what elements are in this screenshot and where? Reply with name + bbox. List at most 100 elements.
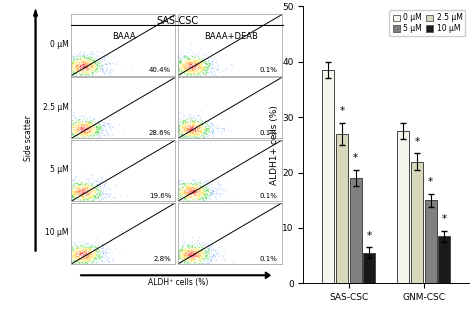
Point	[177, 57, 185, 62]
Point	[97, 185, 104, 190]
Point	[79, 187, 87, 192]
Point	[85, 255, 92, 260]
Point	[95, 254, 103, 259]
Point	[178, 68, 185, 73]
Point	[202, 131, 210, 136]
Point	[191, 186, 199, 192]
Point	[95, 130, 102, 135]
Point	[73, 130, 81, 136]
Point	[181, 132, 188, 137]
Point	[100, 251, 107, 256]
Point	[83, 62, 91, 67]
Point	[187, 194, 194, 199]
Point	[79, 183, 87, 188]
Point	[91, 185, 98, 191]
Point	[182, 128, 189, 133]
Point	[176, 65, 183, 71]
Point	[179, 188, 187, 193]
Point	[78, 196, 86, 201]
Point	[104, 132, 111, 137]
Point	[89, 71, 96, 76]
Point	[78, 251, 85, 257]
Point	[186, 60, 194, 65]
Point	[93, 182, 101, 187]
Point	[201, 188, 209, 193]
Point	[177, 255, 185, 260]
Point	[95, 247, 102, 252]
Point	[204, 243, 211, 249]
Point	[102, 173, 110, 178]
Point	[191, 133, 198, 138]
Point	[188, 51, 196, 56]
Point	[97, 125, 104, 130]
Point	[87, 251, 94, 256]
Point	[93, 63, 101, 68]
Point	[192, 135, 200, 140]
Point	[196, 187, 203, 192]
Text: *: *	[339, 106, 345, 116]
Point	[82, 253, 89, 259]
Point	[79, 247, 87, 252]
Point	[78, 251, 86, 256]
Point	[84, 194, 92, 199]
Point	[211, 254, 219, 259]
Point	[184, 248, 192, 253]
Point	[200, 248, 208, 253]
Point	[176, 187, 184, 192]
Point	[82, 56, 90, 61]
Point	[190, 191, 197, 196]
Point	[70, 254, 77, 260]
Point	[84, 62, 91, 67]
Point	[182, 63, 190, 68]
Point	[82, 61, 90, 66]
Point	[210, 128, 217, 133]
Point	[189, 191, 197, 196]
Point	[183, 190, 191, 195]
Point	[93, 192, 100, 197]
Point	[192, 61, 200, 66]
Point	[186, 249, 194, 254]
Point	[102, 191, 109, 196]
Point	[75, 187, 82, 192]
Point	[82, 72, 89, 77]
Point	[77, 192, 85, 197]
Point	[176, 182, 184, 187]
Point	[201, 68, 209, 73]
Point	[68, 62, 76, 67]
Point	[189, 63, 196, 69]
Point	[182, 197, 189, 202]
Point	[194, 191, 201, 196]
Point	[80, 195, 87, 200]
Point	[201, 253, 209, 258]
Point	[195, 122, 202, 127]
Point	[197, 124, 205, 129]
Point	[177, 132, 185, 137]
Point	[73, 134, 81, 139]
Point	[201, 65, 209, 70]
Point	[181, 135, 189, 140]
Point	[186, 195, 194, 201]
Point	[195, 62, 203, 68]
Point	[74, 185, 82, 191]
Point	[185, 64, 193, 70]
Point	[196, 261, 204, 266]
Point	[188, 259, 195, 264]
Point	[68, 252, 75, 257]
Point	[79, 72, 87, 77]
Point	[184, 195, 192, 200]
Point	[186, 64, 194, 69]
Point	[190, 60, 198, 65]
Point	[89, 63, 97, 68]
Point	[76, 58, 84, 63]
Point	[186, 187, 194, 192]
Point	[206, 258, 214, 263]
Point	[80, 63, 87, 68]
Point	[178, 124, 185, 129]
Point	[94, 177, 101, 182]
Point	[183, 66, 191, 71]
Point	[91, 188, 98, 193]
Point	[217, 130, 225, 135]
Point	[90, 61, 98, 66]
Point	[175, 194, 182, 199]
Point	[184, 186, 192, 192]
